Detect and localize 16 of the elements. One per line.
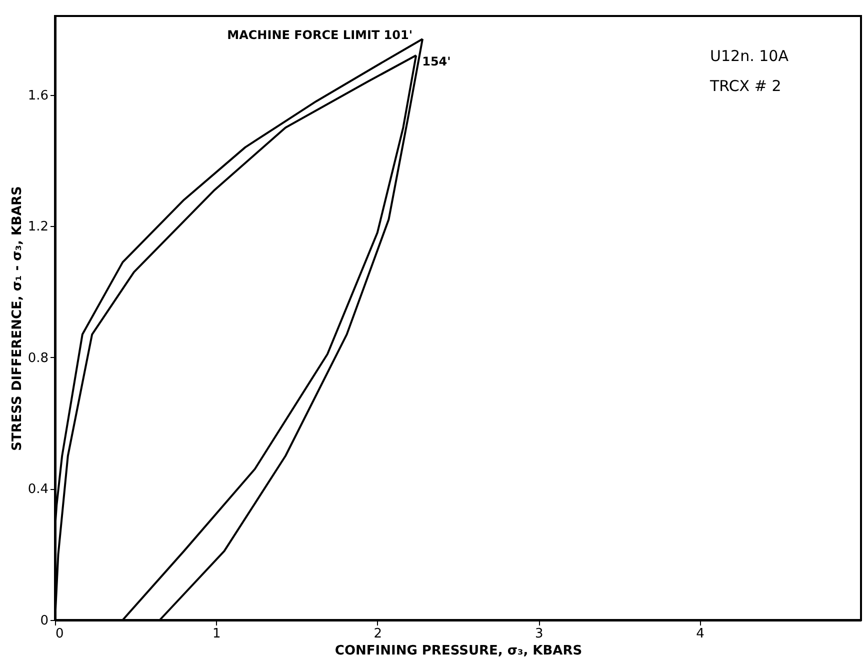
x-tick-label: 1 [212,626,221,642]
annotation: 154' [422,54,451,68]
x-tick-label: 2 [374,626,382,642]
x-tick-label: 0 [56,626,64,642]
y-tick-label: 0.4 [28,482,48,498]
y-tick-label: 0.8 [28,350,48,366]
x-axis-title: CONFINING PRESSURE, σ₃, KBARS [334,644,582,658]
y-tick-label: 1.2 [28,220,48,235]
y-axis-title: STRESS DIFFERENCE, σ₁ - σ₃, KBARS [10,186,25,451]
annotation: MACHINE FORCE LIMIT 101' [227,28,413,42]
x-tick-label: 4 [696,626,704,642]
annotation: U12n. 10A [710,47,790,65]
y-tick-label: 1.6 [28,88,48,104]
y-tick-label: 0 [40,614,48,628]
annotation: TRCX # 2 [709,77,782,95]
x-tick-label: 3 [534,626,544,642]
